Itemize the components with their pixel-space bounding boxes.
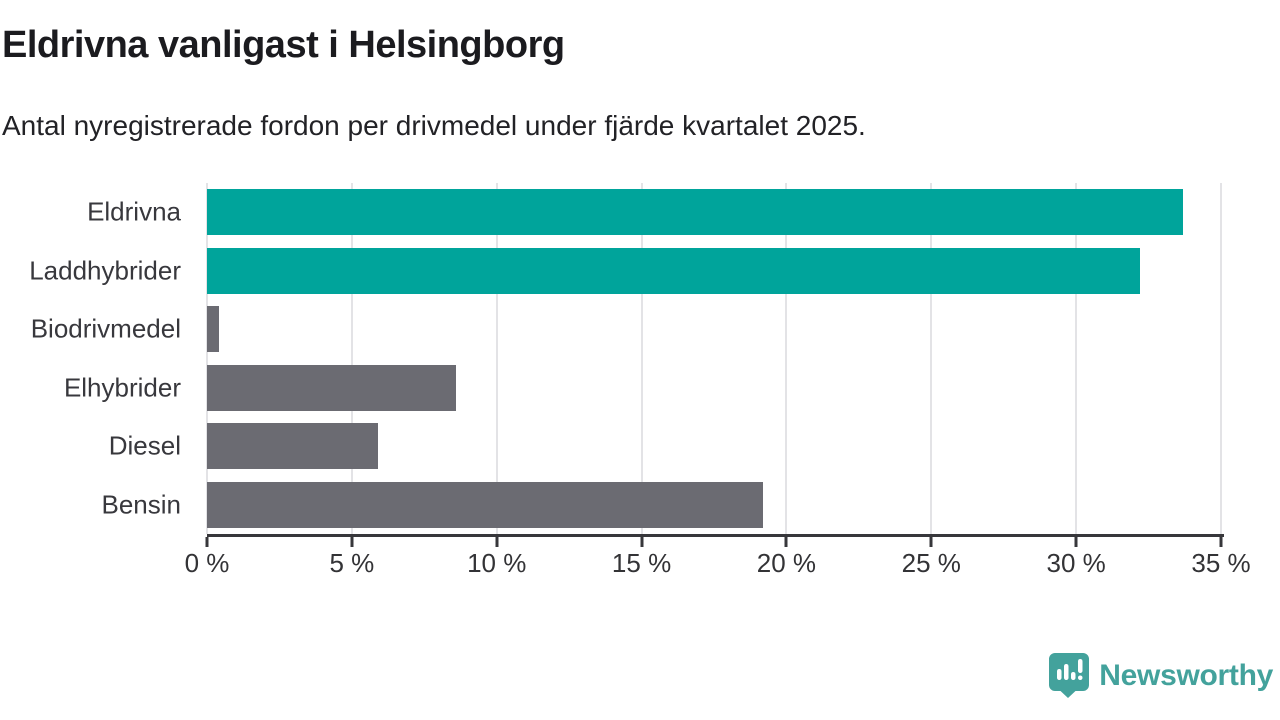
newsworthy-logo-text: Newsworthy xyxy=(1099,658,1273,692)
axis-tick-label: 0 % xyxy=(184,548,230,578)
category-labels: Eldrivna Laddhybrider Biodrivmedel Elhybrid… xyxy=(0,183,194,534)
axis-tick xyxy=(929,537,933,547)
gridline xyxy=(640,183,643,534)
category-label: Elhybrider xyxy=(63,372,181,403)
category-label: Laddhybrider xyxy=(29,255,181,286)
axis-tick-label: 10 % xyxy=(467,548,527,578)
x-axis-line xyxy=(207,534,1224,537)
chart-title: Eldrivna vanligast i Helsingborg xyxy=(2,24,565,66)
axis-tick-label: 5 % xyxy=(329,548,375,578)
bar-eldrivna xyxy=(207,189,1184,235)
newsworthy-chart-bubble-icon xyxy=(1049,653,1090,698)
axis-tick xyxy=(205,537,209,547)
bar-bensin xyxy=(207,481,764,528)
axis-tick-label: 15 % xyxy=(611,548,672,578)
axis-tick xyxy=(1219,537,1223,547)
axis-tick xyxy=(1074,537,1078,547)
gridline xyxy=(1075,183,1078,534)
axis-tick xyxy=(640,537,644,547)
axis-tick xyxy=(784,537,788,547)
gridline xyxy=(495,183,498,534)
x-axis-tick-labels: 0 % 5 % 10 % 15 % 20 % 25 % 30 % 35 % xyxy=(185,548,1251,580)
plot-area xyxy=(206,183,1222,534)
gridline xyxy=(206,183,208,534)
category-label: Bensin xyxy=(101,489,182,520)
bar-biodrivmedel xyxy=(207,306,219,352)
bar-diesel xyxy=(207,423,378,469)
category-label: Diesel xyxy=(108,430,181,461)
axis-tick xyxy=(350,537,354,547)
category-label: Biodrivmedel xyxy=(30,313,181,344)
axis-tick-label: 30 % xyxy=(1046,548,1106,578)
x-axis-ticks xyxy=(205,537,1223,547)
category-label: Eldrivna xyxy=(87,196,181,227)
chart-subtitle: Antal nyregistrerade fordon per drivmede… xyxy=(2,110,866,141)
gridline xyxy=(1220,183,1222,534)
axis-tick-label: 20 % xyxy=(756,548,817,578)
axis-tick-label: 25 % xyxy=(901,548,961,578)
gridline xyxy=(350,183,353,534)
axis-tick xyxy=(495,537,499,547)
newsworthy-logo: Newsworthy xyxy=(1048,652,1273,699)
bar-laddhybrider xyxy=(207,247,1140,294)
gridline xyxy=(785,183,788,534)
bar-elhybrider xyxy=(207,364,457,411)
axis-tick-label: 35 % xyxy=(1191,548,1251,578)
gridline xyxy=(930,183,933,534)
